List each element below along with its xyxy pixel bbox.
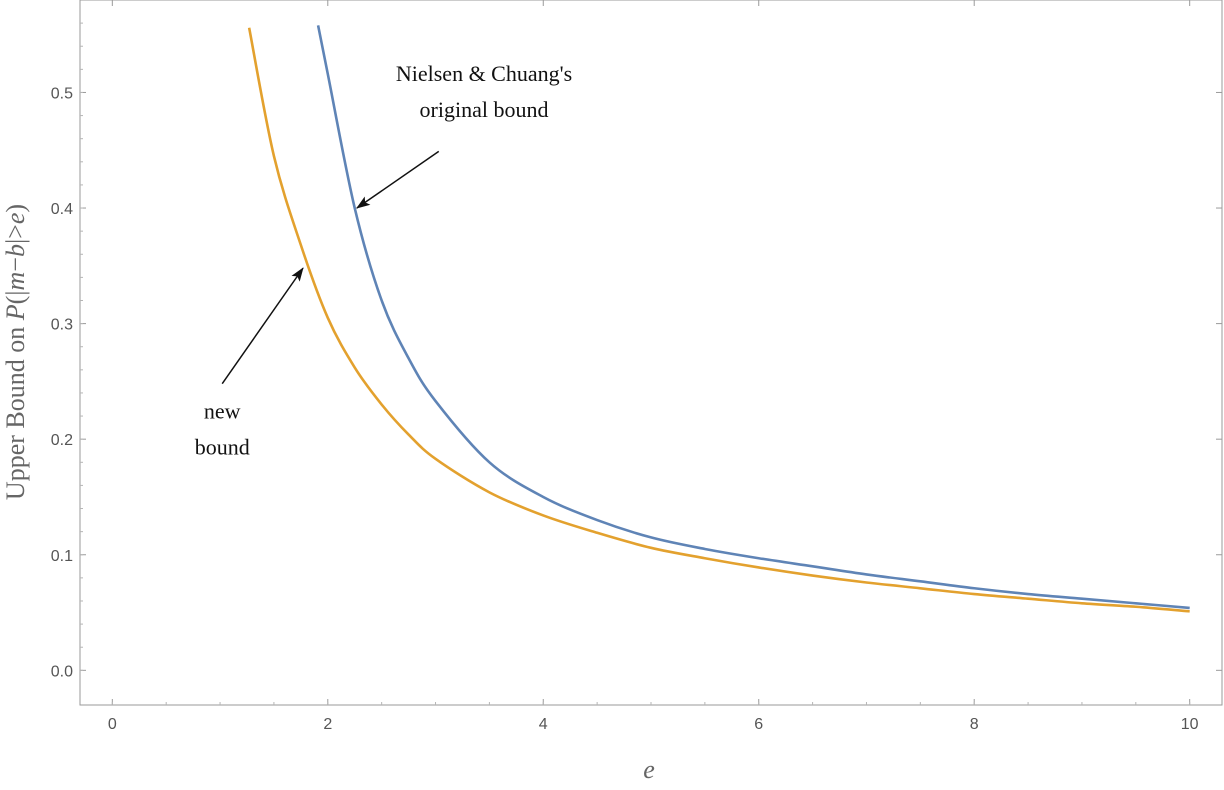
x-axis-ticks: 0 2 4 6 8 10 [108, 0, 1199, 733]
annotation-1-line-2: original bound [420, 97, 549, 122]
series-line-2 [247, 27, 1190, 613]
x-tick-label: 8 [970, 716, 979, 733]
y-tick-label: 0.0 [51, 663, 73, 680]
y-axis-title: Upper Bound on P(|m−b|>e) [1, 204, 30, 500]
y-axis-ticks: 0.0 0.1 0.2 0.3 0.4 0.5 [51, 22, 1222, 680]
annotation-2-line-2: bound [195, 434, 250, 459]
annotation-2-line-1: new [204, 398, 241, 423]
y-tick-label: 0.1 [51, 548, 73, 565]
annotation-1-line-1: Nielsen & Chuang's [396, 61, 572, 86]
x-tick-label: 2 [323, 716, 332, 733]
x-axis-title: e [643, 755, 655, 784]
y-tick-label: 0.5 [51, 85, 73, 102]
plot-frame [79, 0, 1223, 706]
y-tick-label: 0.4 [51, 201, 73, 218]
series-line-1 [316, 25, 1190, 610]
annotation-2-arrow [221, 267, 304, 385]
y-tick-label: 0.3 [51, 317, 73, 334]
series-layer [247, 25, 1190, 613]
y-tick-label: 0.2 [51, 432, 73, 449]
x-tick-label: 10 [1181, 716, 1199, 733]
x-tick-label: 4 [539, 716, 548, 733]
annotation-layer: Nielsen & Chuang's original bound new bound [195, 61, 572, 459]
x-tick-label: 0 [108, 716, 117, 733]
x-tick-label: 6 [754, 716, 763, 733]
annotation-1-arrow [356, 150, 440, 209]
